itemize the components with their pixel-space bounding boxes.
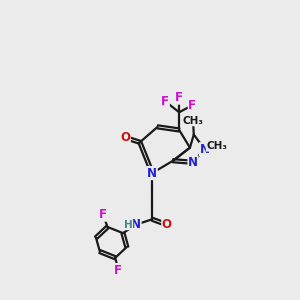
- Text: F: F: [114, 264, 122, 277]
- Text: F: F: [99, 208, 107, 221]
- Text: N: N: [147, 167, 157, 180]
- Text: O: O: [162, 218, 172, 231]
- Text: F: F: [188, 99, 196, 112]
- Text: CH₃: CH₃: [206, 141, 227, 151]
- Text: F: F: [175, 91, 183, 104]
- Text: O: O: [120, 131, 130, 144]
- Text: N: N: [200, 143, 210, 156]
- Text: F: F: [161, 95, 169, 108]
- Text: CH₃: CH₃: [182, 116, 203, 126]
- Text: N: N: [188, 156, 198, 169]
- Text: N: N: [131, 218, 141, 231]
- Text: H: H: [124, 220, 133, 230]
